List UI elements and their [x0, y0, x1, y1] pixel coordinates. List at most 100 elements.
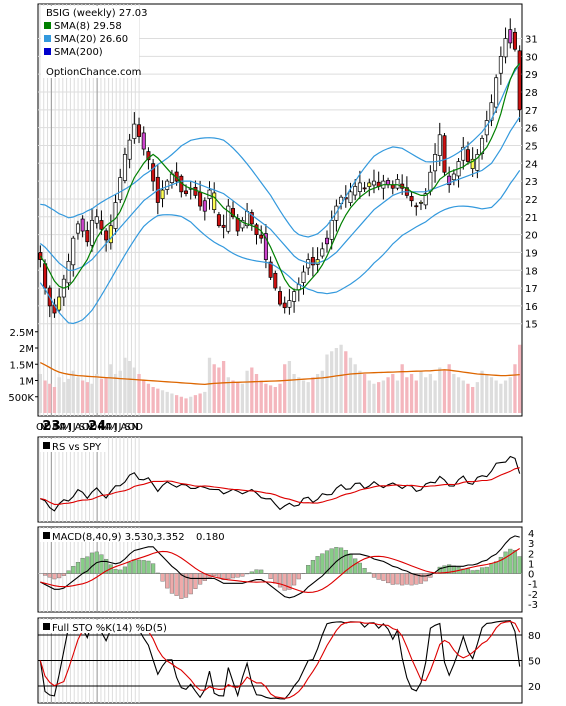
candle-body	[151, 163, 156, 182]
macd-histogram-bar	[409, 573, 414, 586]
candle-body	[470, 158, 475, 170]
macd-histogram-bar	[169, 573, 175, 594]
volume-bar	[104, 377, 108, 413]
candle-body	[108, 225, 113, 244]
macd-histogram-bar	[320, 553, 325, 574]
volume-bar	[405, 377, 409, 413]
volume-bar	[146, 383, 151, 413]
candle-body	[433, 154, 438, 172]
candle-body	[85, 230, 90, 243]
macd-histogram-bar	[42, 573, 48, 576]
macd-histogram-bar	[423, 573, 428, 582]
month-label: J	[118, 422, 122, 433]
volume-bar	[339, 344, 343, 413]
candle-body	[75, 223, 80, 234]
macd-histogram-bar	[348, 553, 353, 574]
macd-tick-label: -2	[528, 590, 538, 601]
candle-body	[517, 50, 522, 111]
month-label: O	[82, 422, 90, 433]
volume-bar	[513, 364, 517, 413]
volume-bar	[174, 395, 179, 413]
candle-body	[254, 224, 259, 235]
candle-body	[184, 190, 189, 194]
macd-histogram-bar	[85, 556, 90, 574]
macd-histogram-bar	[324, 550, 330, 574]
price-tick-label: 25	[525, 141, 538, 152]
candle-body	[480, 137, 485, 155]
volume-bar	[203, 391, 207, 413]
volume-bar	[330, 351, 334, 413]
volume-bar	[273, 387, 277, 413]
volume-bar	[85, 382, 89, 413]
candle-body	[231, 208, 236, 218]
volume-bar	[80, 380, 85, 413]
macd-histogram-bar	[221, 573, 226, 581]
volume-bar	[348, 357, 353, 413]
month-label: M	[108, 422, 117, 433]
sto-legend-swatch	[43, 623, 50, 630]
volume-bar	[109, 364, 113, 413]
price-tick-label: 22	[525, 195, 538, 206]
volume-average-line	[40, 362, 520, 386]
volume-bar	[489, 377, 494, 413]
macd-title: MACD(8,40,9) 3.530,	[52, 532, 157, 543]
volume-bar	[184, 398, 188, 413]
macd-histogram-bar	[52, 573, 57, 580]
candle-body	[498, 55, 503, 74]
month-label: D	[89, 422, 97, 433]
volume-bar	[292, 374, 296, 413]
candle-body	[198, 191, 203, 207]
macd-histogram-bar	[89, 552, 95, 574]
volume-bar	[123, 357, 127, 413]
legend-swatch	[44, 22, 51, 29]
volume-bar	[90, 383, 94, 413]
macd-histogram-bar	[447, 564, 452, 574]
month-label: A	[59, 422, 66, 433]
volume-bar	[499, 383, 503, 413]
rs-title: RS vs SPY	[52, 442, 102, 453]
macd-histogram-bar	[418, 573, 424, 584]
candle-body	[386, 180, 391, 186]
price-tick-label: 18	[525, 266, 538, 277]
volume-bar	[259, 380, 263, 413]
macd-histogram-bar	[451, 565, 456, 574]
volume-bar	[475, 382, 480, 413]
volume-bar	[236, 382, 240, 413]
candle-body	[193, 186, 198, 196]
candle-body	[423, 193, 428, 206]
volume-bar	[315, 374, 320, 413]
macd-line	[40, 535, 520, 599]
candle-body	[395, 178, 400, 189]
volume-bar	[447, 364, 451, 413]
candle-body	[122, 154, 127, 181]
candle-body	[80, 218, 85, 232]
macd-histogram-bar	[268, 573, 273, 580]
volume-bar	[503, 380, 508, 413]
macd-histogram-bar	[61, 573, 66, 576]
candle-body	[324, 237, 329, 245]
candle-body	[310, 257, 315, 266]
volume-bar	[221, 361, 226, 413]
macd-histogram-bar	[371, 573, 377, 578]
candle-body	[306, 259, 311, 269]
candle-body	[165, 180, 170, 190]
candle-body	[447, 175, 452, 186]
volume-bar	[306, 382, 310, 413]
price-tick-label: 27	[525, 106, 538, 117]
volume-bar	[362, 374, 367, 413]
macd-histogram-bar	[385, 573, 391, 584]
rs-legend-swatch	[43, 442, 50, 449]
volume-bar	[207, 357, 212, 413]
sma8-line	[39, 63, 521, 291]
macd-histogram-bar	[259, 569, 264, 574]
volume-bar	[414, 380, 418, 413]
macd-histogram-bar	[475, 569, 480, 574]
candle-body	[263, 233, 268, 260]
macd-histogram-bar	[122, 566, 128, 574]
macd-histogram-bar	[71, 566, 76, 574]
macd-histogram-bar	[339, 547, 344, 574]
candle-body	[475, 154, 480, 171]
price-tick-label: 30	[525, 52, 538, 63]
volume-bar	[151, 387, 155, 413]
candle-body	[465, 149, 470, 162]
